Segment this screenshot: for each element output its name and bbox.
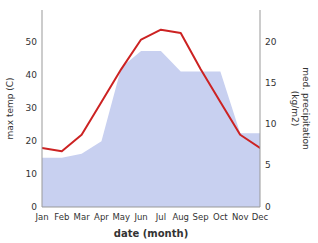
x-tick-label: Aug bbox=[172, 212, 189, 222]
x-tick-label: Dec bbox=[252, 212, 269, 222]
x-tick-label: Mar bbox=[74, 212, 91, 222]
y-tick-label: 30 bbox=[26, 103, 38, 113]
x-tick-label: Jun bbox=[133, 212, 147, 222]
y2-tick-label: 15 bbox=[265, 78, 276, 88]
y-tick-label: 50 bbox=[26, 37, 38, 47]
x-tick-label: Jan bbox=[34, 212, 48, 222]
y2-tick-label: 10 bbox=[265, 119, 277, 129]
x-axis-label: date (month) bbox=[114, 228, 188, 239]
plot-area bbox=[42, 30, 260, 207]
y-axis-label: max temp (C) bbox=[5, 77, 15, 139]
y-axis-line bbox=[42, 10, 43, 207]
y2-axis-label-line: (kg/m2) bbox=[290, 91, 300, 126]
y2-axis-label-line: med. precipitation bbox=[301, 67, 311, 149]
y2-axis-line bbox=[260, 10, 261, 207]
x-axis-line bbox=[42, 207, 260, 208]
y2-tick-label: 0 bbox=[265, 202, 271, 212]
y2-tick-label: 20 bbox=[265, 37, 277, 47]
temp-line bbox=[42, 30, 260, 151]
y-tick-label: 20 bbox=[26, 136, 38, 146]
y-tick-label: 10 bbox=[26, 169, 38, 179]
x-tick-label: Apr bbox=[94, 212, 109, 222]
x-tick-label: Oct bbox=[213, 212, 228, 222]
y-tick-label: 0 bbox=[31, 202, 37, 212]
y-tick-label: 40 bbox=[26, 70, 38, 80]
x-tick-label: Nov bbox=[232, 212, 249, 222]
x-tick-label: Jul bbox=[155, 212, 166, 222]
x-tick-label: Feb bbox=[54, 212, 69, 222]
x-tick-label: May bbox=[112, 212, 130, 222]
y2-axis-label: med. precipitation(kg/m2) bbox=[290, 67, 311, 149]
precip-area bbox=[42, 51, 260, 207]
chart: 0 10 20 30 40 50 0 5 10 15 20 Jan Feb MarAprMayJun Jul… bbox=[0, 0, 318, 243]
chart-container: 0 10 20 30 40 50 0 5 10 15 20 Jan Feb MarAprMayJun Jul… bbox=[0, 0, 318, 243]
x-tick-label: Sep bbox=[193, 212, 209, 222]
y2-tick-label: 5 bbox=[265, 160, 271, 170]
